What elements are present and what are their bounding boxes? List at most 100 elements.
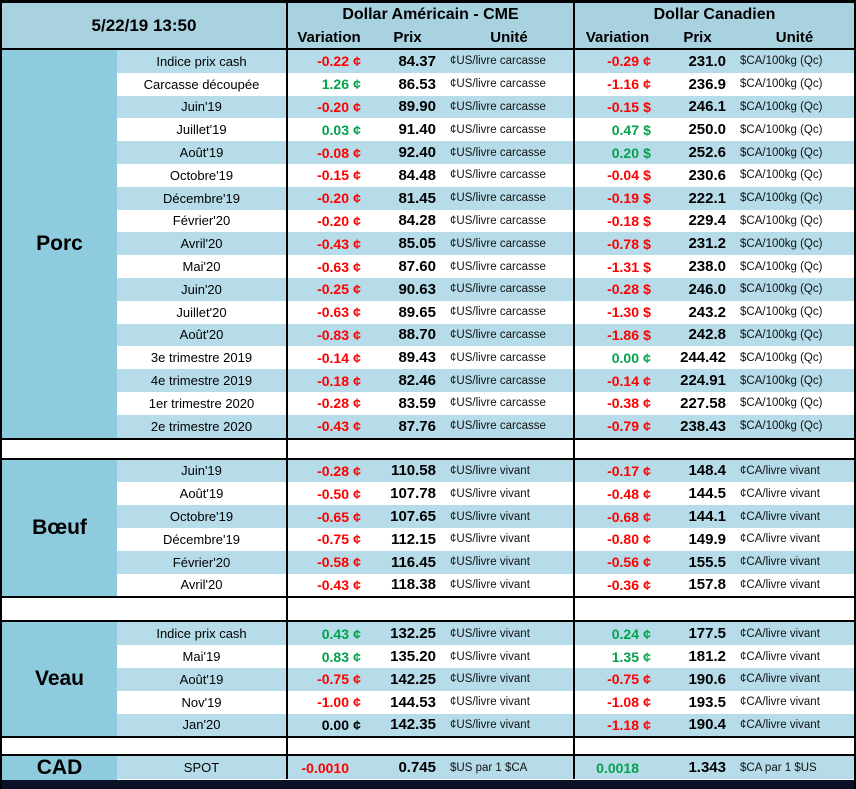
ca-variation-cell: -1.18 ¢ xyxy=(573,713,660,737)
row-label: Juillet'20 xyxy=(117,300,286,324)
ca-variation-cell: -0.29 ¢ xyxy=(573,50,660,73)
ca-variation-suffix: ¢ xyxy=(643,716,651,733)
table-row: Octobre'19 -0.65 ¢ 107.65 ¢US/livre vivan… xyxy=(117,505,854,528)
commodity-section: Porc Indice prix cash -0.22 ¢ 84.37 ¢US/l… xyxy=(2,50,854,438)
ca-variation-suffix: ¢ xyxy=(643,372,651,389)
us-variation-suffix: ¢ xyxy=(353,281,361,298)
row-label: 2e trimestre 2020 xyxy=(117,414,286,438)
ca-variation-cell: -0.28 $ xyxy=(573,277,660,301)
us-price: 87.60 xyxy=(370,255,445,278)
ca-price: 155.5 xyxy=(660,550,735,574)
ca-variation-cell: -1.08 ¢ xyxy=(573,690,660,714)
section-label: Bœuf xyxy=(2,459,117,597)
table-row: Mai'20 -0.63 ¢ 87.60 ¢US/livre carcasse -… xyxy=(117,255,854,278)
ca-variation-value: -1.30 xyxy=(607,304,639,321)
ca-unit: ¢CA/livre vivant xyxy=(735,645,854,668)
us-variation-cell: -0.20 ¢ xyxy=(286,209,370,233)
us-variation-value: 0.43 xyxy=(321,625,349,642)
ca-variation-suffix: ¢ xyxy=(643,395,651,412)
ca-variation-suffix: ¢ xyxy=(643,694,651,711)
us-variation-suffix: ¢ xyxy=(353,625,361,642)
us-variation-cell: 0.43 ¢ xyxy=(286,622,370,646)
ca-price: 238.43 xyxy=(660,414,735,438)
us-variation-value: -0.15 xyxy=(317,167,349,184)
ca-price: 177.5 xyxy=(660,622,735,646)
row-label: Décembre'19 xyxy=(117,186,286,210)
gap-segment-left xyxy=(2,440,286,458)
section-rows: SPOT -0.0010 0.745 $US par 1 $CA 0.0018 … xyxy=(117,756,854,780)
us-unit: ¢US/livre carcasse xyxy=(445,186,573,210)
us-variation-suffix: ¢ xyxy=(353,53,361,70)
gap-segment-left xyxy=(2,738,286,754)
us-price: 84.28 xyxy=(370,209,445,233)
row-label: SPOT xyxy=(117,756,286,780)
ca-variation-cell: -0.78 $ xyxy=(573,232,660,256)
us-variation-cell: -0.63 ¢ xyxy=(286,300,370,324)
ca-unit: $CA/100kg (Qc) xyxy=(735,50,854,73)
commodity-section: Veau Indice prix cash 0.43 ¢ 132.25 ¢US/l… xyxy=(2,622,854,737)
gap-segment-left xyxy=(2,598,286,620)
us-unit: ¢US/livre carcasse xyxy=(445,346,573,370)
ca-variation-cell: 0.00 ¢ xyxy=(573,346,660,370)
ca-price: 157.8 xyxy=(660,573,735,597)
gap-segment-ca xyxy=(573,439,854,458)
table-row: Avril'20 -0.43 ¢ 118.38 ¢US/livre vivant … xyxy=(117,573,854,597)
ca-variation-cell: -0.19 $ xyxy=(573,186,660,210)
us-price: 116.45 xyxy=(370,550,445,574)
row-label: Juin'20 xyxy=(117,277,286,301)
ca-variation-suffix: $ xyxy=(643,121,651,138)
ca-unit: $CA/100kg (Qc) xyxy=(735,95,854,119)
us-variation-cell: -0.08 ¢ xyxy=(286,141,370,164)
ca-variation-value: 0.00 xyxy=(611,349,639,366)
us-variation-suffix: ¢ xyxy=(353,372,361,389)
table-row: 2e trimestre 2020 -0.43 ¢ 87.76 ¢US/livre… xyxy=(117,414,854,438)
us-variation-value: 1.26 xyxy=(321,76,349,93)
section-label: Veau xyxy=(2,622,117,737)
us-dollar-title: Dollar Américain - CME xyxy=(342,6,519,23)
section-label: CAD xyxy=(2,756,117,781)
table-row: 4e trimestre 2019 -0.18 ¢ 82.46 ¢US/livre… xyxy=(117,369,854,392)
us-price: 107.78 xyxy=(370,482,445,506)
us-variation-value: -0.20 xyxy=(317,212,349,229)
ca-variation-cell: 0.24 ¢ xyxy=(573,622,660,646)
ca-price: 252.6 xyxy=(660,141,735,164)
ca-unit: $CA/100kg (Qc) xyxy=(735,163,854,187)
ca-variation-suffix: $ xyxy=(643,235,651,252)
us-price: 84.37 xyxy=(370,50,445,73)
ca-variation-value: -0.18 xyxy=(607,212,639,229)
ca-variation-value: -0.04 xyxy=(607,167,639,184)
table-row: SPOT -0.0010 0.745 $US par 1 $CA 0.0018 … xyxy=(117,756,854,780)
ca-unit: $CA/100kg (Qc) xyxy=(735,255,854,278)
us-variation-value: -0.43 xyxy=(317,576,349,593)
ca-variation-suffix: ¢ xyxy=(643,625,651,642)
us-price: 88.70 xyxy=(370,323,445,347)
ca-variation-suffix: ¢ xyxy=(643,508,651,525)
us-unit: ¢US/livre carcasse xyxy=(445,232,573,256)
ca-variation-value: 0.20 xyxy=(611,144,639,161)
us-unit: ¢US/livre carcasse xyxy=(445,414,573,438)
table-row: Juillet'19 0.03 ¢ 91.40 ¢US/livre carcass… xyxy=(117,118,854,142)
ca-variation-suffix: $ xyxy=(643,281,651,298)
gap-segment-us xyxy=(286,598,573,621)
ca-unit: ¢CA/livre vivant xyxy=(735,505,854,528)
us-variation-suffix: ¢ xyxy=(353,76,361,93)
us-variation-suffix: ¢ xyxy=(353,694,361,711)
row-label: Août'19 xyxy=(117,482,286,506)
us-variation-suffix: ¢ xyxy=(353,121,361,138)
ca-price: 148.4 xyxy=(660,459,735,483)
ca-variation-cell: -1.30 $ xyxy=(573,300,660,324)
ca-variation-suffix: ¢ xyxy=(643,462,651,479)
gap-segment-ca xyxy=(573,738,854,755)
row-label: Indice prix cash xyxy=(117,50,286,73)
us-variation-value: -0.75 xyxy=(317,531,349,548)
us-variation-value: -0.43 xyxy=(317,418,349,435)
us-variation-cell: -0.83 ¢ xyxy=(286,323,370,347)
timestamp: 5/22/19 13:50 xyxy=(2,3,286,48)
section-gap-row xyxy=(2,437,854,460)
ca-variation-cell: -0.80 ¢ xyxy=(573,527,660,551)
us-variation-value: -0.63 xyxy=(317,304,349,321)
us-variation-cell: -0.20 ¢ xyxy=(286,95,370,119)
ca-variation-suffix: $ xyxy=(643,304,651,321)
us-unit: ¢US/livre vivant xyxy=(445,645,573,668)
us-variation-suffix: ¢ xyxy=(353,671,361,688)
